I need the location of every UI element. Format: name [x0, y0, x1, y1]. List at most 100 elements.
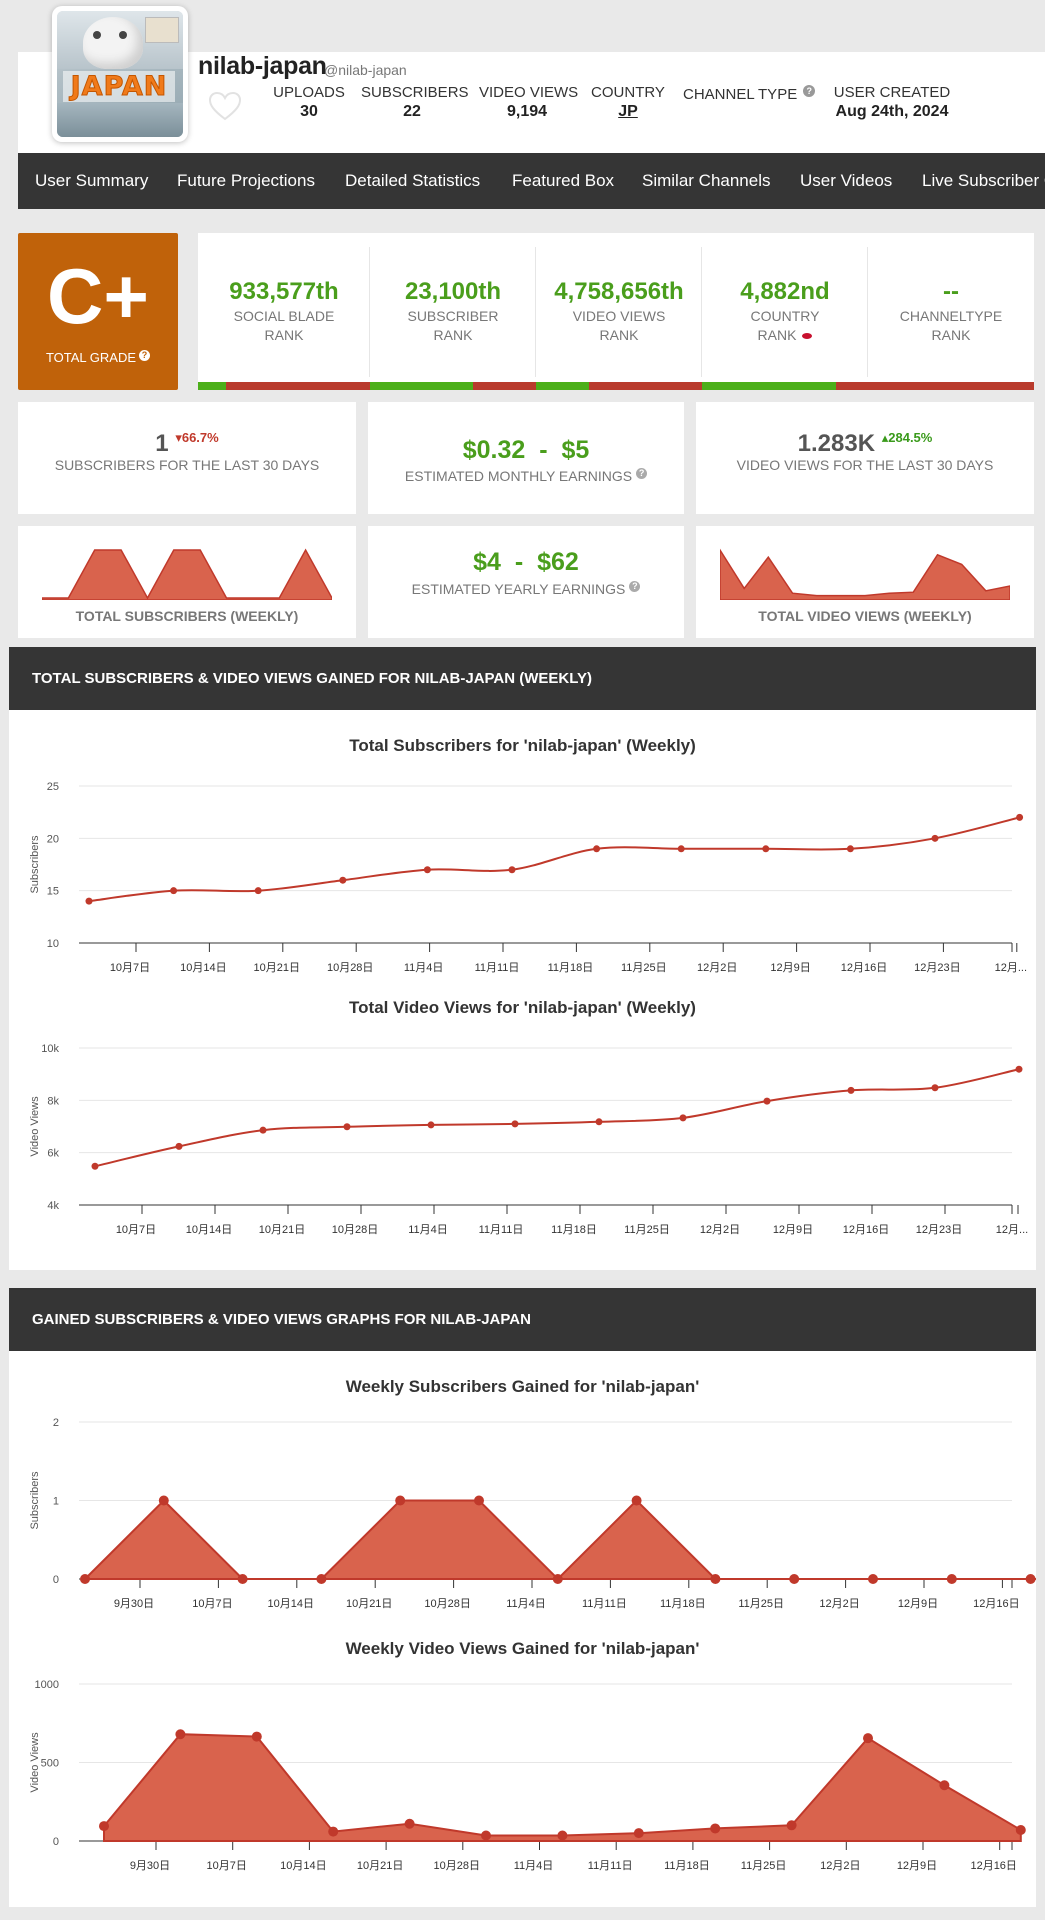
subscribers-stat: SUBSCRIBERS 22 [361, 84, 469, 121]
x-tick-label: 12月9日 [897, 1860, 937, 1872]
x-tick-label: 10月21日 [259, 1224, 305, 1236]
tab-user-summary[interactable]: User Summary [35, 171, 149, 190]
data-point [395, 1495, 406, 1506]
y-tick-label: 15 [47, 886, 59, 898]
y-tick-label: 500 [41, 1758, 59, 1770]
rank-label: SOCIAL BLADE RANK [233, 308, 335, 343]
y-axis-title: Video Views [29, 1096, 41, 1157]
yearly-earnings-card: $4 - $62 ESTIMATED YEARLY EARNINGS? [368, 526, 684, 638]
help-icon[interactable]: ? [139, 350, 151, 361]
x-tick-label: 9月30日 [130, 1860, 170, 1872]
uploads-label: UPLOADS [273, 84, 345, 101]
help-icon[interactable]: ? [629, 581, 641, 592]
x-tick-label: 10月7日 [110, 962, 150, 974]
x-tick-label: 12月16日 [973, 1598, 1019, 1610]
data-point [316, 1574, 327, 1584]
user-created-value: Aug 24th, 2024 [835, 103, 949, 120]
data-point [343, 1123, 351, 1131]
rank-panel: 933,577th SOCIAL BLADE RANK 23,100th SUBS… [198, 233, 1034, 390]
y-tick-label: 8k [47, 1095, 59, 1107]
heart-icon[interactable] [208, 91, 242, 121]
monthly-earnings-label-row: ESTIMATED MONTHLY EARNINGS? [368, 468, 684, 484]
x-tick-label: 11月11日 [588, 1860, 633, 1872]
rank-progress-bar [702, 382, 868, 390]
x-tick-label: 10月21日 [254, 962, 300, 974]
y-axis-title: Video Views [29, 1732, 41, 1793]
x-tick-label: 11月11日 [582, 1598, 627, 1610]
data-point [552, 1574, 563, 1584]
data-point [631, 1495, 642, 1506]
x-tick-label: 12月2日 [697, 962, 737, 974]
video-views-stat: VIDEO VIEWS 9,194 [479, 84, 578, 121]
views-30-value: 1.283K [797, 430, 876, 457]
rank-value: 933,577th [229, 278, 339, 305]
total-subscribers-sparkline-card: TOTAL SUBSCRIBERS (WEEKLY) [18, 526, 356, 638]
x-tick-label: 10月14日 [180, 962, 226, 974]
x-tick-label: 12月16日 [970, 1860, 1016, 1872]
country-stat: COUNTRY JP [591, 84, 665, 121]
x-tick-label: 11月18日 [664, 1860, 710, 1872]
data-point [474, 1495, 484, 1506]
rank-value: 4,882nd [740, 278, 830, 305]
x-tick-label: 12月9日 [770, 962, 810, 974]
rank-progress-bar [868, 382, 1034, 390]
y-tick-label: 25 [47, 781, 59, 793]
tab-live-subscriber-count[interactable]: Live Subscriber Count [922, 171, 1045, 190]
help-icon[interactable]: ? [803, 85, 816, 97]
x-tick-label: 12月2日 [819, 1598, 859, 1610]
data-point [99, 1821, 109, 1832]
data-point [789, 1574, 800, 1584]
subscriber-rank: 23,100th SUBSCRIBER RANK [370, 233, 536, 390]
series-line [88, 816, 1020, 903]
rank-progress-bar [198, 382, 370, 390]
data-point [158, 1495, 169, 1506]
data-point [677, 845, 685, 853]
country-link[interactable]: JP [618, 103, 638, 120]
rank-value: -- [943, 278, 959, 305]
x-tick-label: 10月28日 [424, 1598, 470, 1610]
x-tick-label: 11月4日 [408, 1224, 448, 1236]
y-tick-label: 0 [53, 1836, 59, 1848]
data-point [710, 1823, 721, 1834]
tab-future-projections[interactable]: Future Projections [177, 171, 315, 190]
sparkline-area [42, 548, 332, 600]
rank-value: 4,758,656th [554, 278, 684, 305]
x-tick-label: 11月18日 [660, 1598, 706, 1610]
x-tick-label: 10月7日 [207, 1860, 247, 1872]
channel-name: nilab-japan [198, 52, 327, 80]
data-point [931, 1084, 939, 1092]
x-tick-label: 10月14日 [186, 1224, 232, 1236]
x-tick-label: 11月25日 [741, 1860, 787, 1872]
total-video-views-chart: 4k 6k 8k 10k Video Views 10月7日 10月14日 10月21日 10月… [29, 1043, 1028, 1236]
tab-user-videos[interactable]: User Videos [800, 171, 893, 190]
y-axis-title: Subscribers [29, 835, 41, 894]
rank-label: SUBSCRIBER RANK [407, 308, 499, 343]
user-created-stat: USER CREATED Aug 24th, 2024 [824, 84, 960, 121]
views-30-change: ▴284.5% [881, 430, 933, 445]
subs-30-value: 1 [155, 430, 169, 457]
x-tick-label: 11月25日 [738, 1598, 784, 1610]
subs-30-label: SUBSCRIBERS FOR THE LAST 30 DAYS [54, 457, 320, 473]
tab-similar-channels[interactable]: Similar Channels [642, 171, 771, 190]
tab-detailed-statistics[interactable]: Detailed Statistics [345, 171, 481, 190]
y-tick-label: 0 [53, 1574, 59, 1586]
help-icon[interactable]: ? [636, 468, 648, 479]
chart-title: Weekly Video Views Gained for 'nilab-jap… [345, 1639, 700, 1658]
x-tick-label: 10月7日 [192, 1598, 232, 1610]
tab-featured-box[interactable]: Featured Box [512, 171, 615, 190]
social-blade-rank: 933,577th SOCIAL BLADE RANK [198, 233, 370, 390]
x-tick-label: 10月14日 [268, 1598, 314, 1610]
x-tick-label: 10月28日 [434, 1860, 480, 1872]
y-tick-label: 1 [53, 1496, 59, 1508]
yearly-earnings-label: ESTIMATED YEARLY EARNINGS [411, 581, 626, 597]
avatar[interactable]: JAPAN [52, 6, 188, 142]
x-tick-label: 10月28日 [332, 1224, 378, 1236]
data-point [254, 887, 262, 895]
data-point [633, 1828, 644, 1839]
data-point [80, 1574, 90, 1584]
y-tick-label: 20 [47, 833, 59, 845]
video-views-value: 9,194 [506, 103, 548, 120]
channeltype-rank: -- CHANNELTYPE RANK [868, 233, 1034, 390]
up-arrow-icon: ▴ [881, 430, 889, 445]
data-point [868, 1574, 878, 1584]
